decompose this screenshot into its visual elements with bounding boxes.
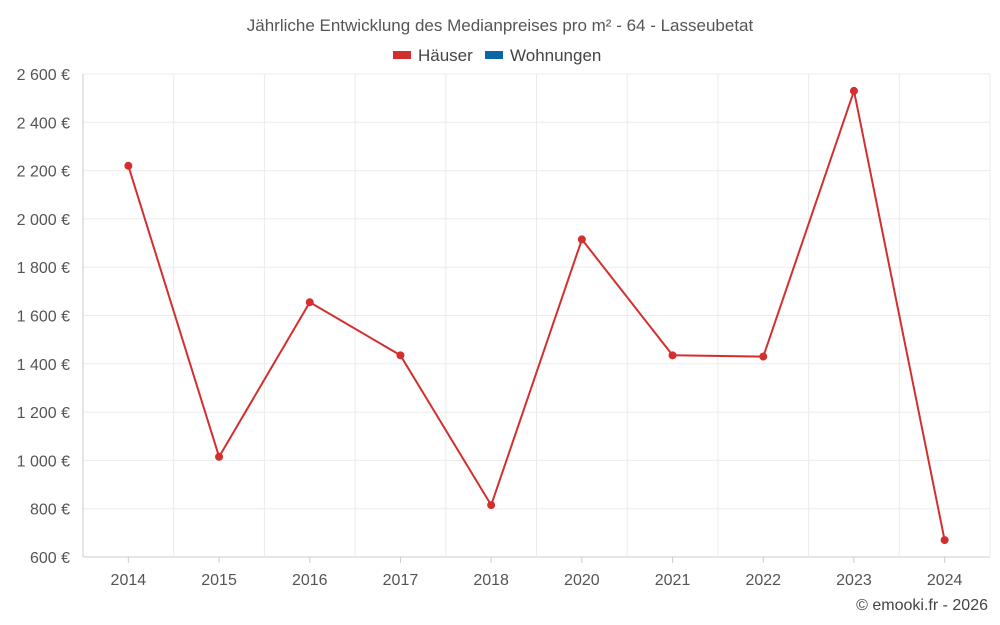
data-point-houses[interactable] <box>759 352 768 361</box>
y-tick-label: 1 200 € <box>17 405 70 422</box>
data-point-houses[interactable] <box>305 298 314 307</box>
legend-label-houses: Häuser <box>418 46 473 65</box>
x-axis: 2014 2015 2016 2017 2018 2020 2021 2022 2023 2024 <box>111 557 963 589</box>
y-axis: 600 € 800 € 1 000 € 1 200 € 1 400 € 1 600 € 1 … <box>17 67 70 567</box>
chart-title: Jährliche Entwicklung des Medianpreises … <box>247 16 754 35</box>
x-tick-label: 2024 <box>927 572 963 589</box>
x-tick-label: 2022 <box>745 572 781 589</box>
y-tick-label: 800 € <box>30 502 70 519</box>
legend-item-apartments[interactable]: Wohnungen <box>485 46 601 65</box>
data-point-houses[interactable] <box>940 536 949 545</box>
x-tick-label: 2018 <box>473 572 509 589</box>
x-tick-label: 2017 <box>383 572 419 589</box>
y-tick-label: 1 800 € <box>17 260 70 277</box>
legend-label-apartments: Wohnungen <box>510 46 601 65</box>
legend-swatch-apartments <box>485 51 503 59</box>
x-tick-label: 2021 <box>655 572 691 589</box>
data-point-houses[interactable] <box>124 161 133 170</box>
y-tick-label: 600 € <box>30 550 70 567</box>
data-point-houses[interactable] <box>577 235 586 244</box>
x-tick-label: 2015 <box>201 572 237 589</box>
legend-item-houses[interactable]: Häuser <box>393 46 473 65</box>
y-tick-label: 2 400 € <box>17 115 70 132</box>
y-tick-label: 2 600 € <box>17 67 70 84</box>
series-houses <box>124 86 949 545</box>
series-line-houses <box>127 89 946 541</box>
data-point-houses[interactable] <box>215 452 224 461</box>
data-point-houses[interactable] <box>668 351 677 360</box>
x-tick-label: 2020 <box>564 572 600 589</box>
y-tick-label: 2 200 € <box>17 164 70 181</box>
y-tick-label: 1 600 € <box>17 309 70 326</box>
data-point-houses[interactable] <box>396 351 405 360</box>
y-tick-label: 2 000 € <box>17 212 70 229</box>
data-point-houses[interactable] <box>487 501 496 510</box>
y-tick-label: 1 000 € <box>17 453 70 470</box>
credit-text: © emooki.fr - 2026 <box>856 597 988 614</box>
grid <box>82 73 991 558</box>
x-tick-label: 2014 <box>111 572 147 589</box>
y-tick-label: 1 400 € <box>17 357 70 374</box>
x-tick-label: 2016 <box>292 572 328 589</box>
data-point-houses[interactable] <box>849 86 858 95</box>
legend-swatch-houses <box>393 51 411 59</box>
legend: Häuser Wohnungen <box>393 46 601 65</box>
x-tick-label: 2023 <box>836 572 872 589</box>
